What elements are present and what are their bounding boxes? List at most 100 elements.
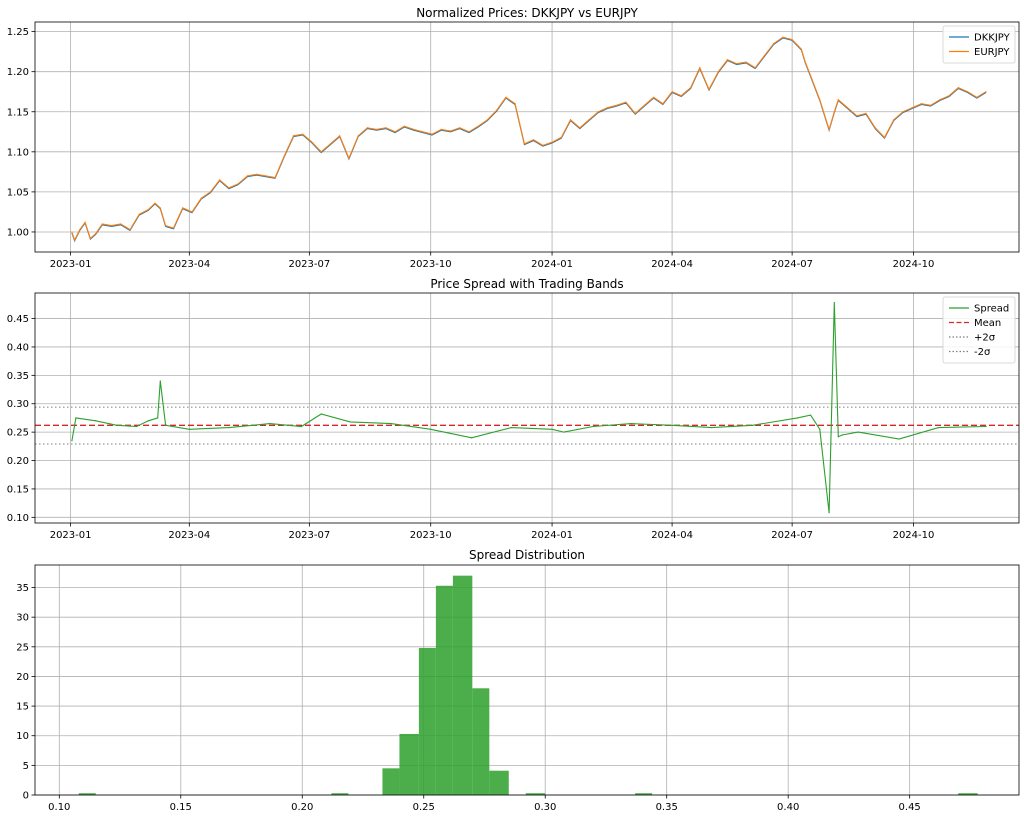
data-point (708, 88, 710, 90)
data-point (898, 438, 900, 440)
data-point (349, 421, 351, 423)
histogram-bar (635, 793, 653, 795)
x-tick-label: 2024-10 (893, 530, 935, 541)
data-point (809, 75, 812, 77)
x-tick-label: 0.40 (777, 802, 799, 813)
y-tick-label: 0.30 (7, 399, 29, 410)
data-point (711, 426, 713, 429)
data-point (699, 67, 701, 69)
x-tick-label: 2023-04 (168, 530, 210, 541)
data-point (339, 135, 341, 137)
histogram-bar (399, 733, 419, 795)
data-point (246, 175, 248, 177)
data-point (893, 119, 895, 121)
y-tick-label: 20 (16, 672, 29, 683)
data-point (828, 512, 830, 514)
data-point (745, 61, 747, 63)
data-point (79, 228, 81, 231)
data-point (468, 131, 470, 133)
data-point (403, 125, 405, 127)
data-point (120, 223, 122, 225)
x-tick-label: 2024-07 (771, 259, 813, 270)
x-tick-label: 0.10 (48, 802, 70, 813)
data-point (228, 426, 230, 429)
histogram-bar (418, 647, 436, 795)
x-tick-label: 2023-10 (410, 259, 452, 270)
data-point (551, 428, 553, 430)
y-tick-label: 1.00 (7, 227, 29, 238)
data-point (300, 425, 303, 428)
data-point (625, 101, 627, 103)
price-chart-legend: DKKJPY EURJPY (942, 25, 1016, 64)
y-tick-label: 0.10 (7, 513, 29, 524)
data-point (985, 91, 987, 93)
data-point (329, 143, 332, 145)
legend-label: +2σ (974, 333, 996, 344)
data-point (200, 197, 202, 199)
data-point (966, 91, 969, 93)
y-tick-label: 0.25 (7, 428, 29, 439)
data-point (514, 103, 516, 105)
data-point (911, 107, 913, 109)
legend-box (942, 25, 1016, 64)
histogram-bar (489, 770, 509, 795)
data-point (643, 104, 645, 106)
legend-label: Mean (974, 318, 1001, 329)
data-point (477, 125, 479, 127)
data-point (110, 224, 113, 227)
data-point (159, 380, 161, 382)
data-point (717, 71, 719, 73)
data-point (579, 127, 581, 129)
data-point (833, 111, 835, 113)
data-point (809, 414, 812, 416)
data-point (653, 96, 655, 98)
data-point (188, 428, 190, 430)
data-point (865, 112, 867, 114)
data-point (292, 135, 295, 137)
data-point (902, 111, 904, 113)
data-point (782, 36, 784, 38)
data-point (751, 424, 754, 426)
data-point (939, 99, 941, 101)
data-point (430, 428, 432, 430)
data-point (523, 143, 525, 145)
data-point (828, 128, 830, 130)
data-point (75, 417, 77, 419)
data-point (496, 109, 498, 111)
distribution-chart: Spread Distribution 0.10 0.15 0.20 0.25 0.30… (16, 548, 1020, 813)
price-chart-frame (34, 21, 1020, 253)
data-point (348, 157, 350, 159)
data-point (606, 107, 609, 109)
data-point (510, 426, 512, 429)
data-point (542, 144, 544, 147)
data-point (560, 136, 562, 139)
data-point (302, 133, 304, 135)
series-spread-line (71, 302, 987, 513)
data-point (449, 130, 452, 132)
data-point (689, 87, 692, 89)
data-point (662, 103, 664, 105)
data-point (957, 87, 959, 89)
data-point (147, 420, 150, 422)
data-point (95, 232, 97, 235)
data-point (736, 63, 738, 65)
spread-chart-frame (34, 292, 1020, 524)
legend-label: Spread (974, 304, 1009, 315)
data-point (164, 424, 167, 426)
data-point (800, 48, 802, 50)
data-point (376, 128, 378, 130)
data-point (412, 128, 415, 130)
y-tick-label: 5 (23, 761, 29, 772)
y-tick-label: 35 (16, 583, 29, 594)
y-tick-label: 0.45 (7, 314, 29, 325)
spread-chart: Price Spread with Trading Bands 2023-01 2… (7, 277, 1020, 541)
data-point (154, 202, 156, 204)
data-point (116, 424, 118, 426)
data-point (985, 425, 987, 428)
data-point (763, 55, 766, 57)
data-point (630, 423, 632, 425)
x-tick-label: 2023-01 (50, 259, 92, 270)
data-point (819, 428, 821, 430)
y-tick-label: 25 (16, 642, 29, 653)
